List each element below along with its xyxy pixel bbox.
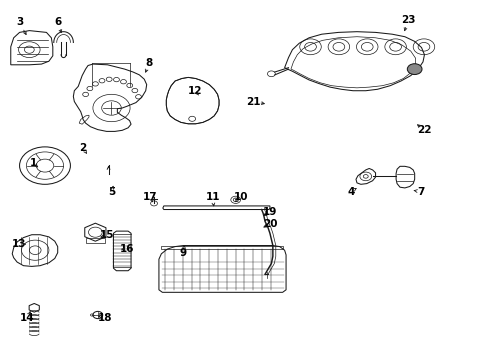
Text: 18: 18 <box>98 312 112 323</box>
Text: 3: 3 <box>16 17 23 27</box>
Text: 6: 6 <box>54 17 61 27</box>
Text: 13: 13 <box>12 239 27 249</box>
Text: 5: 5 <box>108 186 115 197</box>
Text: 19: 19 <box>262 207 277 217</box>
Text: 11: 11 <box>205 192 220 202</box>
Text: 4: 4 <box>346 186 354 197</box>
Text: 2: 2 <box>80 143 86 153</box>
Bar <box>85 238 105 243</box>
Text: 17: 17 <box>143 192 158 202</box>
Text: 1: 1 <box>30 158 37 168</box>
Text: 20: 20 <box>262 219 277 229</box>
Text: 22: 22 <box>416 125 431 135</box>
Text: 7: 7 <box>416 186 424 197</box>
Text: 16: 16 <box>120 244 134 254</box>
Text: 14: 14 <box>20 312 34 323</box>
Text: 21: 21 <box>245 96 260 107</box>
Text: 9: 9 <box>180 248 186 258</box>
Text: 15: 15 <box>99 230 114 240</box>
Text: 23: 23 <box>400 15 415 25</box>
Text: 12: 12 <box>187 86 202 96</box>
Circle shape <box>407 64 421 75</box>
Text: 8: 8 <box>145 58 152 68</box>
Text: 10: 10 <box>233 192 247 202</box>
